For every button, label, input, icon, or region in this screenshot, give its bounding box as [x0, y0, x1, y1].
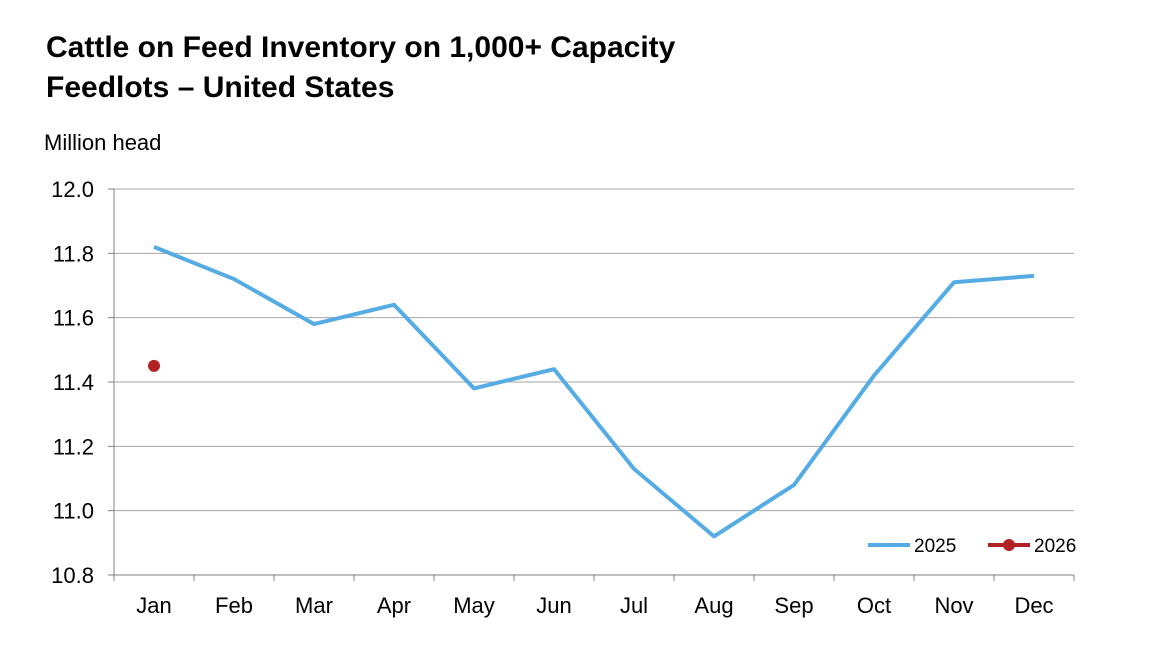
axes [108, 188, 1075, 581]
x-tick-label-may: May [453, 593, 495, 618]
y-axis-label: Million head [44, 130, 162, 155]
y-tick-label-11.6: 11.6 [53, 306, 94, 331]
series [148, 245, 1035, 539]
legend-label-2025: 2025 [914, 536, 956, 557]
legend: 2025 2026 [868, 536, 1076, 557]
x-tick-label-nov: Nov [934, 593, 973, 618]
y-tick-label-11.0: 11.0 [53, 499, 94, 524]
legend-marker-2026 [1003, 539, 1015, 551]
chart-title: Cattle on Feed Inventory on 1,000+ Capac… [46, 28, 675, 108]
x-tick-label-dec: Dec [1014, 593, 1053, 618]
x-tick-label-jan: Jan [136, 593, 171, 618]
y-tick-label-11.2: 11.2 [53, 434, 94, 459]
legend-label-2026: 2026 [1034, 536, 1076, 557]
data-point-2026-jan [148, 359, 160, 372]
x-tick-label-feb: Feb [215, 593, 253, 618]
gridlines [114, 188, 1074, 512]
x-tick-label-aug: Aug [694, 593, 733, 618]
chart-title-line-1: Cattle on Feed Inventory on 1,000+ Capac… [46, 31, 676, 64]
y-tick-labels: 10.8 11.0 11.2 11.4 11.6 11.8 12.0 [51, 177, 94, 588]
y-tick-label-12.0: 12.0 [51, 177, 94, 202]
y-tick-label-11.4: 11.4 [53, 370, 94, 395]
x-tick-label-mar: Mar [295, 593, 333, 618]
chart-title-line-2: Feedlots – United States [46, 71, 395, 104]
y-tick-label-11.8: 11.8 [53, 241, 94, 266]
x-tick-label-oct: Oct [857, 593, 891, 618]
x-tick-label-jul: Jul [620, 593, 648, 618]
x-tick-labels: Jan Feb Mar Apr May Jun Jul Aug Sep Oct Nov Dec [136, 593, 1053, 618]
y-tick-label-10.8: 10.8 [51, 563, 94, 588]
x-tick-label-sep: Sep [774, 593, 813, 618]
series-line-2025 [153, 245, 1035, 539]
x-tick-label-apr: Apr [377, 593, 411, 618]
x-tick-label-jun: Jun [536, 593, 571, 618]
